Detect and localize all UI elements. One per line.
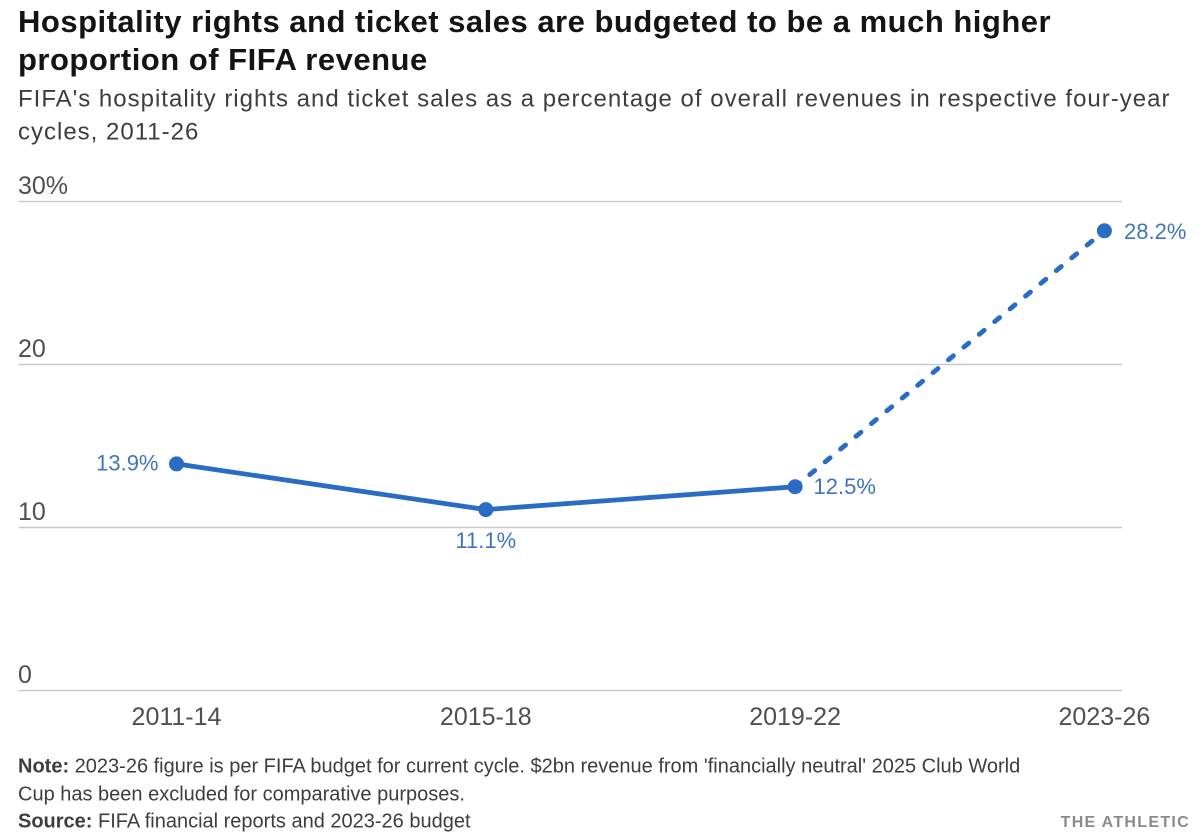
- svg-text:30%: 30%: [18, 172, 68, 200]
- svg-text:Hospitality rights and ticket: Hospitality rights and ticket sales are …: [18, 4, 1051, 39]
- svg-text:11.1%: 11.1%: [455, 528, 516, 553]
- svg-text:Source: FIFA financial reports: Source: FIFA financial reports and 2023-…: [18, 811, 471, 833]
- svg-text:Note: 2023-26 figure is per FI: Note: 2023-26 figure is per FIFA budget …: [18, 756, 1020, 778]
- svg-text:13.9%: 13.9%: [96, 451, 158, 476]
- svg-text:FIFA's hospitality rights and: FIFA's hospitality rights and ticket sal…: [18, 86, 1170, 113]
- svg-text:28.2%: 28.2%: [1124, 219, 1186, 244]
- svg-text:20: 20: [18, 335, 46, 363]
- svg-text:0: 0: [18, 661, 32, 689]
- svg-text:cycles, 2011-26: cycles, 2011-26: [18, 119, 199, 146]
- svg-text:12.5%: 12.5%: [814, 474, 876, 499]
- svg-text:proportion of FIFA revenue: proportion of FIFA revenue: [18, 42, 428, 77]
- svg-text:Cup has been excluded for comp: Cup has been excluded for comparative pu…: [18, 784, 465, 806]
- svg-text:10: 10: [18, 498, 46, 526]
- svg-text:2019-22: 2019-22: [749, 703, 841, 731]
- svg-text:THE ATHLETIC: THE ATHLETIC: [1061, 814, 1190, 831]
- svg-text:2011-14: 2011-14: [132, 703, 222, 731]
- svg-text:2015-18: 2015-18: [440, 703, 532, 731]
- svg-text:2023-26: 2023-26: [1059, 703, 1151, 731]
